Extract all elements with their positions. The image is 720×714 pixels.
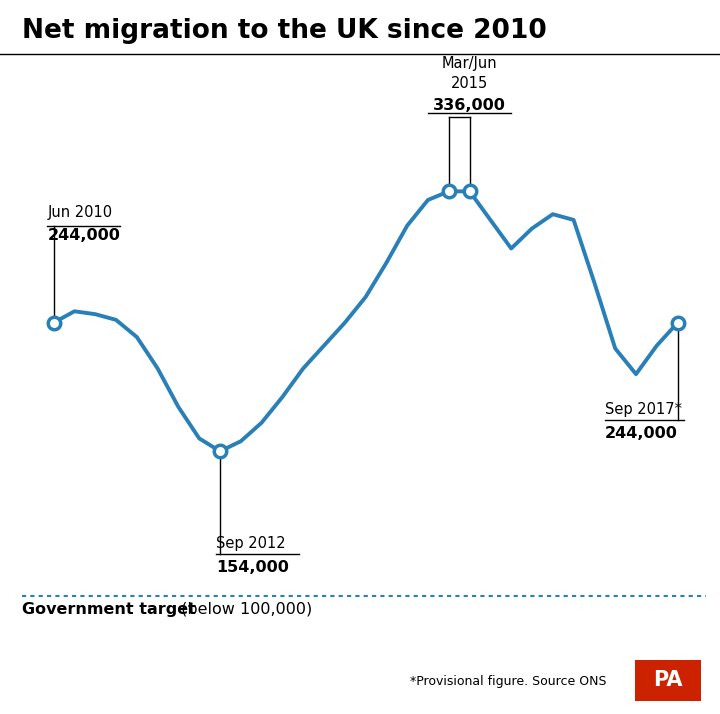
Text: Government target: Government target <box>22 602 195 617</box>
Text: (below 100,000): (below 100,000) <box>176 602 312 617</box>
Text: 244,000: 244,000 <box>48 228 120 243</box>
Text: Mar/Jun: Mar/Jun <box>442 56 498 71</box>
Text: 2015: 2015 <box>451 76 488 91</box>
Text: 336,000: 336,000 <box>433 98 506 113</box>
Text: *Provisional figure. Source ONS: *Provisional figure. Source ONS <box>410 675 607 688</box>
Text: 244,000: 244,000 <box>605 426 678 441</box>
Text: PA: PA <box>654 670 683 690</box>
Text: 154,000: 154,000 <box>216 560 289 575</box>
Text: Sep 2017*: Sep 2017* <box>605 402 682 417</box>
Text: Sep 2012: Sep 2012 <box>216 536 285 551</box>
Text: Net migration to the UK since 2010: Net migration to the UK since 2010 <box>22 18 546 44</box>
Text: Jun 2010: Jun 2010 <box>48 205 112 220</box>
